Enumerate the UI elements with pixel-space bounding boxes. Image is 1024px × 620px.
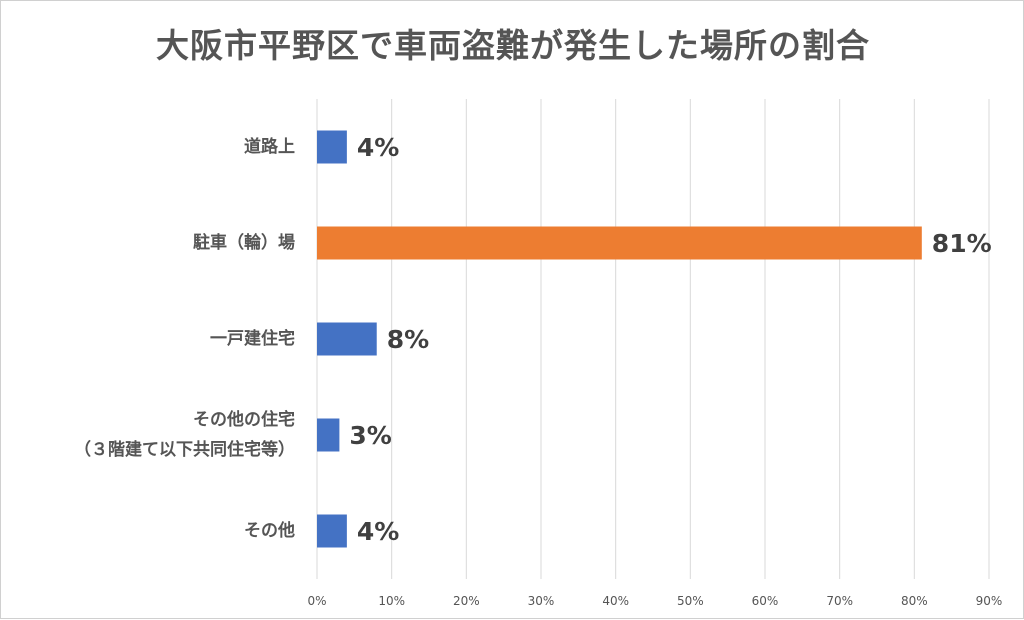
x-tick-label: 40% xyxy=(602,594,629,608)
x-tick-label: 90% xyxy=(976,594,1003,608)
category-label: 駐車（輪）場 xyxy=(193,232,295,253)
category-label: その他 xyxy=(244,520,295,541)
x-tick-label: 50% xyxy=(677,594,704,608)
data-label: 3% xyxy=(349,421,391,450)
chart-title: 大阪市平野区で車両盗難が発生した場所の割合 xyxy=(156,26,870,65)
x-tick-label: 30% xyxy=(528,594,555,608)
x-tick-label: 70% xyxy=(826,594,853,608)
x-tick-label: 0% xyxy=(307,594,326,608)
bar xyxy=(317,418,340,452)
x-tick-label: 80% xyxy=(901,594,928,608)
category-label: 一戸建住宅 xyxy=(210,328,295,349)
data-label: 81% xyxy=(932,229,992,258)
data-label: 8% xyxy=(387,325,429,354)
bar xyxy=(317,514,347,548)
category-label: その他の住宅 xyxy=(193,409,295,430)
category-label: （３階建て以下共同住宅等） xyxy=(74,439,295,460)
bar xyxy=(317,130,347,164)
x-tick-label: 20% xyxy=(453,594,480,608)
data-label: 4% xyxy=(357,133,399,162)
category-label: 道路上 xyxy=(244,136,295,157)
data-label: 4% xyxy=(357,517,399,546)
bar xyxy=(317,322,377,356)
x-tick-label: 10% xyxy=(378,594,405,608)
x-tick-label: 60% xyxy=(752,594,779,608)
bar xyxy=(317,226,922,260)
